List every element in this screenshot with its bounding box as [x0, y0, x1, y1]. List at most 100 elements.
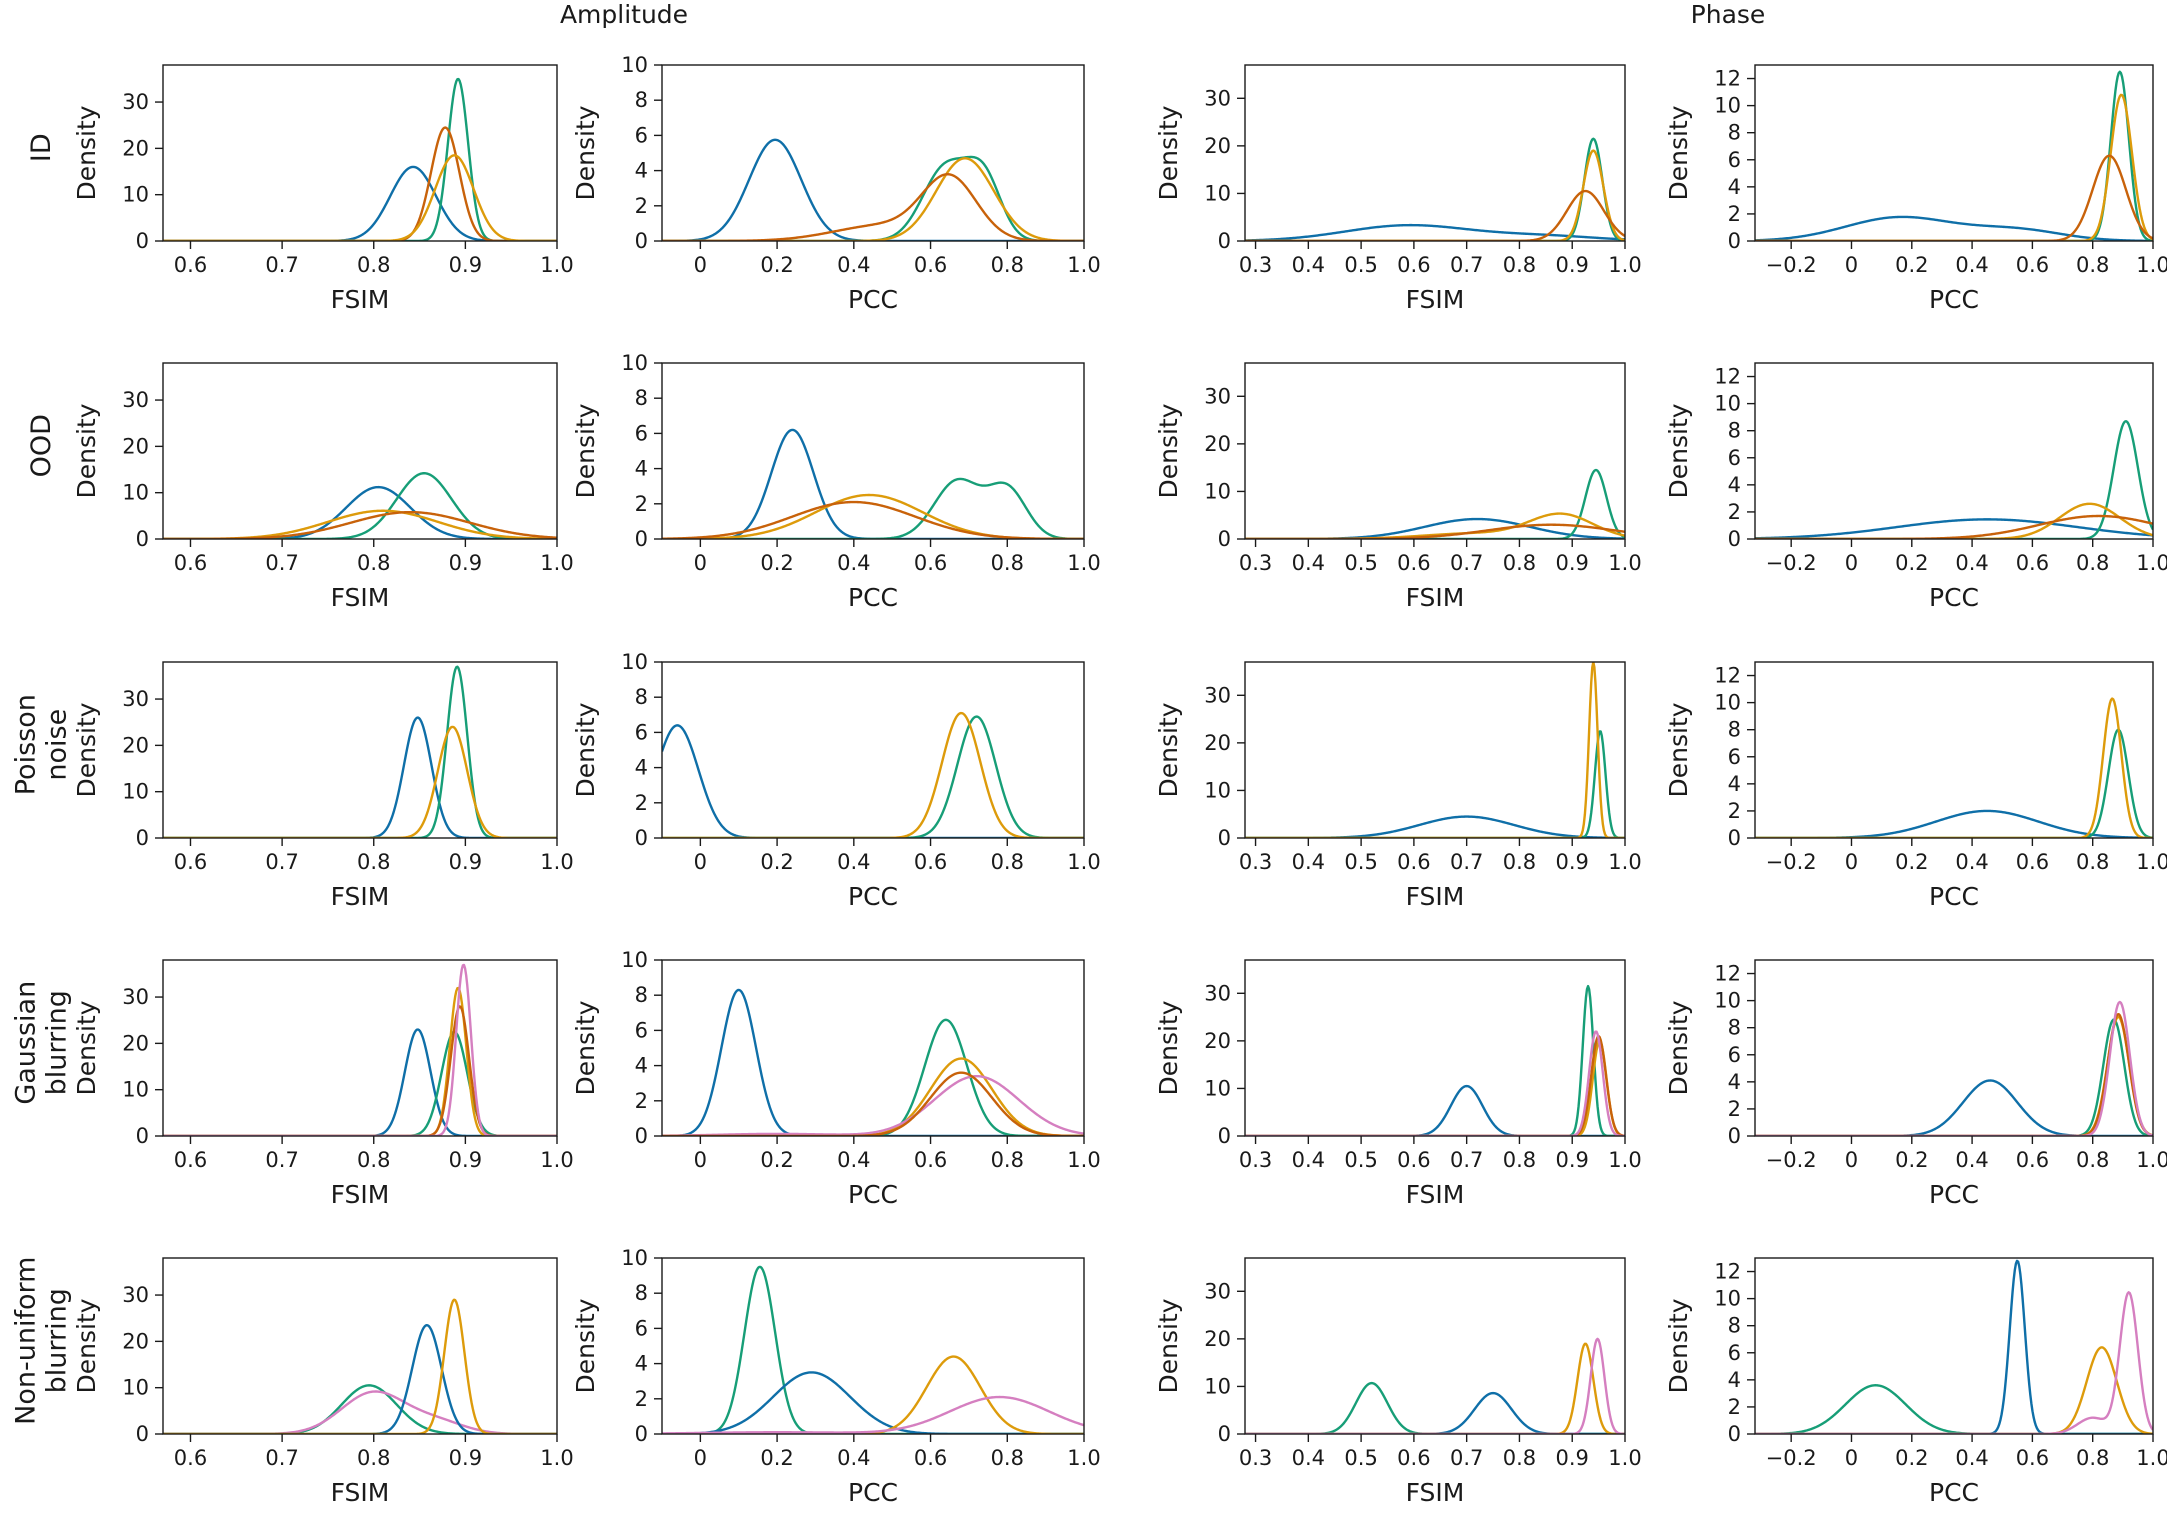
density-curve-pink [163, 963, 557, 1136]
curves [662, 1265, 1084, 1434]
curves [1245, 984, 1625, 1136]
y-tick-label: 30 [122, 1283, 149, 1307]
y-tick-label: 10 [1714, 94, 1741, 118]
y-tick-label: 0 [1218, 229, 1231, 253]
x-tick-label: 0.8 [2076, 1446, 2109, 1470]
y-axis-label: Density [1664, 403, 1693, 498]
density-curve-gold [1755, 93, 2153, 241]
y-tick-label: 0 [635, 527, 648, 551]
density-curve-pink [1245, 1030, 1625, 1136]
x-tick-label: 1.0 [1608, 1446, 1641, 1470]
x-tick-label: 0.4 [837, 253, 870, 277]
density-curve-green [662, 1018, 1084, 1136]
density-panel: 0.3 0.4 0.5 0.6 0.7 0.8 0.9 1.0 0 10 20 30 FSIM Densi… [1154, 64, 1642, 314]
x-axis-label: PCC [1929, 583, 1979, 612]
y-tick-label: 6 [1728, 446, 1741, 470]
x-tick-label: 1.0 [2136, 1148, 2167, 1172]
x-tick-label: 0.6 [2016, 1148, 2049, 1172]
y-tick-label: 20 [1204, 432, 1231, 456]
y-tick-label: 10 [1714, 392, 1741, 416]
y-tick-label: 8 [1728, 121, 1741, 145]
x-tick-label: 0.6 [1397, 1148, 1430, 1172]
x-axis-label: FSIM [1406, 583, 1465, 612]
density-panel: −0.2 0 0.2 0.4 0.6 0.8 1.0 0 2 4 6 8 10 12 PCC Density [1664, 362, 2167, 612]
x-tick-label: 1.0 [540, 253, 573, 277]
x-tick-label: −0.2 [1766, 1446, 1817, 1470]
x-tick-label: 0.6 [1397, 253, 1430, 277]
x-tick-label: 0.4 [1955, 253, 1988, 277]
x-tick-label: 0.7 [1450, 850, 1483, 874]
y-axis-label: Density [1154, 105, 1183, 200]
curves [163, 963, 557, 1136]
y-tick-label: 4 [635, 457, 648, 481]
x-tick-label: 0.2 [1895, 253, 1928, 277]
section-title-phase: Phase [1691, 0, 1766, 29]
x-tick-label: 0.7 [1450, 1148, 1483, 1172]
x-axis-label: FSIM [331, 1180, 390, 1209]
y-tick-label: 10 [621, 351, 648, 375]
y-tick-label: 8 [635, 983, 648, 1007]
density-curve-pink [662, 1074, 1084, 1136]
curves [163, 77, 557, 241]
curves [1755, 697, 2153, 838]
y-tick-label: 10 [621, 53, 648, 77]
x-tick-label: 0.8 [1503, 253, 1536, 277]
y-tick-label: 20 [122, 1329, 149, 1353]
y-tick-label: 10 [621, 948, 648, 972]
y-tick-label: 12 [1714, 1260, 1741, 1284]
axes-frame [1244, 362, 1626, 540]
x-tick-label: 0 [694, 850, 707, 874]
x-tick-label: 0.2 [760, 551, 793, 575]
x-tick-label: 1.0 [1067, 1148, 1100, 1172]
density-curve-gold [163, 725, 557, 838]
x-axis-label: FSIM [1406, 285, 1465, 314]
axes-frame [162, 1257, 558, 1435]
axes-frame [162, 661, 558, 839]
y-tick-label: 10 [122, 1078, 149, 1102]
density-curve-pink [1245, 1337, 1625, 1434]
axes-frame [1244, 64, 1626, 242]
x-tick-label: 0.8 [357, 551, 390, 575]
x-axis-label: PCC [848, 882, 898, 911]
density-curve-gold [662, 1355, 1084, 1434]
row-label: Gaussian [11, 981, 42, 1105]
density-panel: 0.3 0.4 0.5 0.6 0.7 0.8 0.9 1.0 0 10 20 30 FSIM Densi… [1154, 1257, 1642, 1507]
y-tick-label: 0 [1728, 229, 1741, 253]
x-tick-label: 0.3 [1239, 253, 1272, 277]
x-tick-label: 0.8 [1503, 850, 1536, 874]
x-tick-label: 0 [694, 551, 707, 575]
x-tick-label: 1.0 [1067, 1446, 1100, 1470]
y-tick-label: 2 [1728, 500, 1741, 524]
section-title-amplitude: Amplitude [560, 0, 688, 29]
x-tick-label: 0 [1845, 1446, 1858, 1470]
y-axis-label: Density [72, 702, 101, 797]
density-curve-orange [662, 500, 1084, 539]
y-tick-label: 10 [1714, 691, 1741, 715]
y-axis-label: Density [1154, 403, 1183, 498]
x-tick-label: 0.8 [2076, 850, 2109, 874]
x-tick-label: −0.2 [1766, 551, 1817, 575]
y-tick-label: 0 [1218, 1422, 1231, 1446]
y-tick-label: 10 [621, 650, 648, 674]
y-tick-label: 2 [635, 1089, 648, 1113]
x-tick-label: 0.8 [991, 253, 1024, 277]
density-curve-gold [1755, 1346, 2153, 1434]
density-panel: 0.6 0.7 0.8 0.9 1.0 0 10 20 30 FSIM Density [72, 959, 574, 1209]
x-tick-label: 0.6 [2016, 850, 2049, 874]
x-tick-label: 0.5 [1344, 551, 1377, 575]
x-tick-label: 1.0 [2136, 850, 2167, 874]
y-tick-label: 0 [1728, 527, 1741, 551]
x-tick-label: 1.0 [1067, 850, 1100, 874]
x-axis-label: FSIM [331, 1478, 390, 1507]
density-curve-gold [1755, 502, 2153, 539]
y-axis-label: Density [1154, 702, 1183, 797]
curves [1245, 1337, 1625, 1434]
density-curve-blue [662, 138, 1084, 241]
x-tick-label: 0.2 [760, 850, 793, 874]
y-tick-label: 20 [1204, 134, 1231, 158]
y-tick-label: 4 [635, 159, 648, 183]
y-tick-label: 20 [122, 136, 149, 160]
density-curve-orange [662, 1071, 1084, 1136]
y-tick-label: 8 [635, 386, 648, 410]
y-tick-label: 2 [635, 791, 648, 815]
